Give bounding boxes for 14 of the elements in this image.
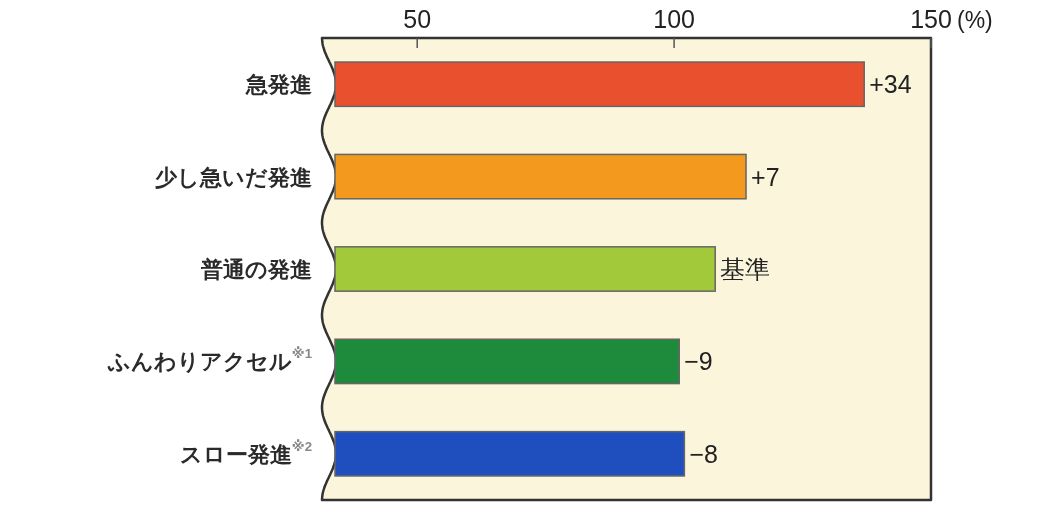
y-tick-label: 急発進 [245, 71, 312, 97]
x-tick-label: 150 [910, 5, 952, 33]
annotation: +7 [751, 162, 780, 191]
y-tick-label: 少し急いだ発進 [155, 164, 312, 190]
y-tick-label: スロー発進$^{※2}$ [179, 438, 312, 467]
annotation: +34 [869, 70, 912, 99]
x-tick-label: 100 [653, 5, 695, 33]
y-tick-label: ふんわりアクセル$^{※1}$ [106, 346, 312, 374]
x-tick-label: 50 [403, 5, 432, 33]
annotation: −8 [689, 439, 718, 468]
annotation: −9 [684, 347, 713, 376]
x-axis-title: (%) [957, 7, 993, 33]
y-tick-label: 普通の発進 [200, 256, 312, 282]
annotation: 基準 [720, 255, 771, 283]
